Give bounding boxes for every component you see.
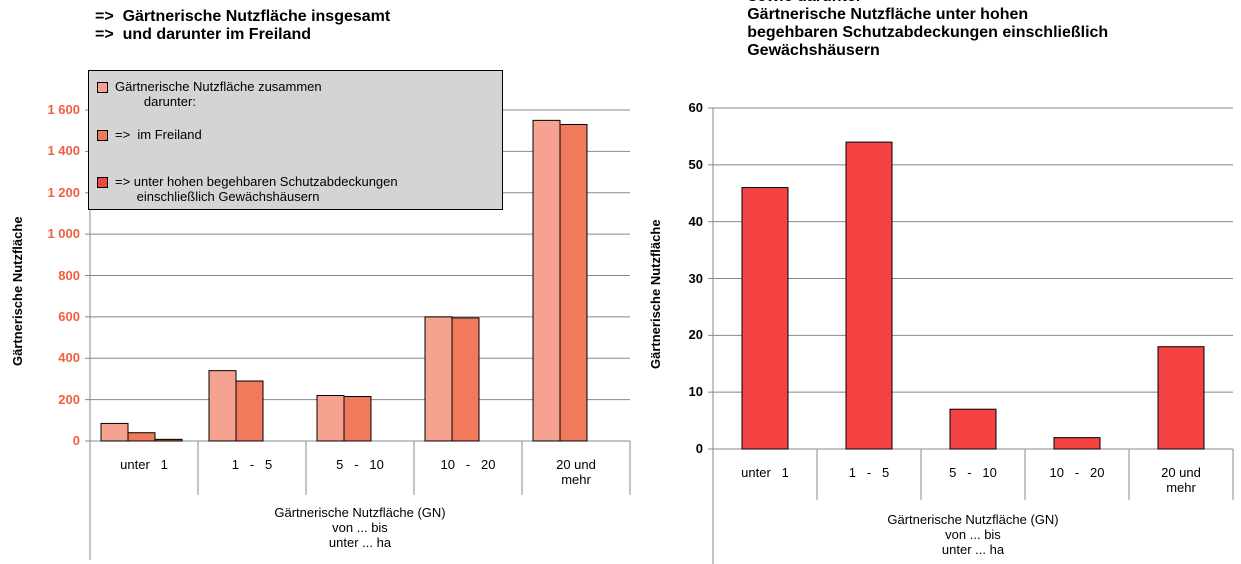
bar (1053, 437, 1101, 450)
chart-title: => sowie darunter Gärtnerische Nutzfläch… (725, 0, 1109, 59)
x-axis-label: Gärtnerische Nutzfläche (GN) von ... bis… (274, 505, 446, 550)
x-tick-label: unter 1 (120, 457, 168, 472)
y-tick-label: 1 400 (47, 143, 80, 159)
y-tick-label: 1 000 (47, 226, 80, 242)
y-tick-label: 0 (695, 441, 703, 456)
y-tick-label: 1 600 (47, 102, 80, 117)
y-tick-label: 1 200 (47, 184, 80, 200)
bar (100, 422, 129, 442)
bar (1157, 346, 1205, 450)
bar (235, 380, 264, 442)
y-tick-label: 60 (688, 100, 703, 115)
x-tick-label: 1 - 5 (848, 465, 890, 480)
x-tick-label: 5 - 10 (336, 457, 384, 472)
y-tick-label: 200 (58, 391, 80, 407)
y-tick-label: 600 (58, 308, 80, 324)
x-tick-label: 1 - 5 (231, 457, 273, 472)
x-tick-label: 10 - 20 (1049, 465, 1105, 480)
bar (949, 408, 997, 450)
x-tick-label: 10 - 20 (440, 457, 496, 472)
y-tick-label: 400 (58, 350, 80, 366)
legend-label: => unter hohen begehbaren Schutzabdeckun… (115, 174, 398, 204)
y-axis-label: Gärtnerische Nutzfläche (10, 215, 25, 366)
y-tick-label: 10 (688, 384, 703, 400)
bar (154, 438, 183, 442)
y-tick-label: 30 (688, 270, 703, 286)
bar (845, 141, 893, 450)
bar (424, 316, 453, 442)
bar (343, 396, 372, 442)
y-tick-label: 800 (58, 267, 80, 283)
x-tick-label: unter 1 (741, 465, 789, 480)
x-tick-label: 20 und mehr (556, 457, 596, 487)
y-tick-label: 50 (688, 156, 703, 172)
legend-swatch (97, 82, 108, 93)
y-tick-label: 0 (72, 433, 80, 448)
y-axis-label: Gärtnerische Nutzfläche (648, 218, 663, 369)
bar (316, 394, 345, 442)
legend-label: Gärtnerische Nutzfläche zusammen darunte… (115, 79, 322, 109)
x-tick-label: 5 - 10 (949, 465, 997, 480)
bar (208, 370, 237, 442)
bar (451, 317, 480, 442)
bar (741, 187, 789, 450)
bar (559, 123, 588, 442)
legend-swatch (97, 130, 108, 141)
x-axis-label: Gärtnerische Nutzfläche (GN) von ... bis… (887, 512, 1059, 557)
bar (532, 119, 561, 442)
x-tick-label: 20 und mehr (1161, 465, 1201, 495)
legend-swatch (97, 177, 108, 188)
legend: Gärtnerische Nutzfläche zusammen darunte… (88, 70, 503, 210)
y-tick-label: 40 (688, 213, 703, 229)
chart-title: => Gärtnerische Nutzfläche insgesamt => … (95, 8, 391, 43)
legend-label: => im Freiland (115, 127, 202, 142)
y-tick-label: 20 (688, 327, 703, 343)
bar (127, 432, 156, 442)
